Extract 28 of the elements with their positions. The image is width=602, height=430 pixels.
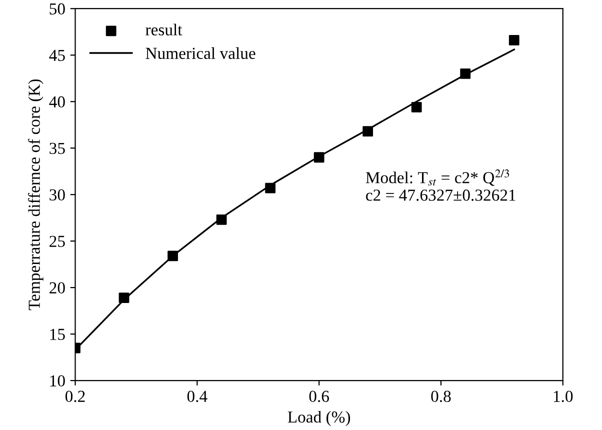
- legend-label: result: [146, 24, 182, 36]
- y-tick-label: 30: [50, 189, 65, 201]
- y-tick-label: 20: [50, 282, 65, 294]
- x-tick-label: 1.0: [554, 390, 573, 402]
- point: [508, 35, 520, 46]
- point: [314, 152, 324, 163]
- x-tick-label: 0.8: [431, 390, 451, 402]
- point: [265, 182, 276, 194]
- point: [362, 126, 374, 137]
- y-axis-title: Temperrature differnce of core (K): [28, 79, 44, 310]
- annotation: Model: T$_{st}$ = c2* Q$^{2/3}$ c2 = 47.6327±0.32621: [366, 169, 516, 201]
- y-tick-label: 10: [50, 375, 65, 386]
- point: [216, 214, 227, 225]
- y-tick-label: 15: [50, 328, 65, 340]
- point: [411, 102, 422, 112]
- y-tick-label: 45: [49, 50, 65, 62]
- legend-label: Numerical value: [146, 47, 256, 59]
- y-tick-label: 35: [50, 142, 65, 154]
- point: [460, 68, 471, 79]
- x-tick-label: 0.4: [187, 390, 208, 402]
- y-tick-label: 25: [50, 236, 65, 248]
- point: [118, 292, 130, 303]
- point: [168, 250, 178, 262]
- y-tick-label: 40: [49, 96, 65, 108]
- x-tick-label: 0.2: [65, 390, 85, 402]
- x-tick-label: 0.6: [309, 390, 329, 402]
- y-tick-label: 50: [50, 3, 65, 15]
- x-axis-title: Load (%): [288, 410, 350, 426]
